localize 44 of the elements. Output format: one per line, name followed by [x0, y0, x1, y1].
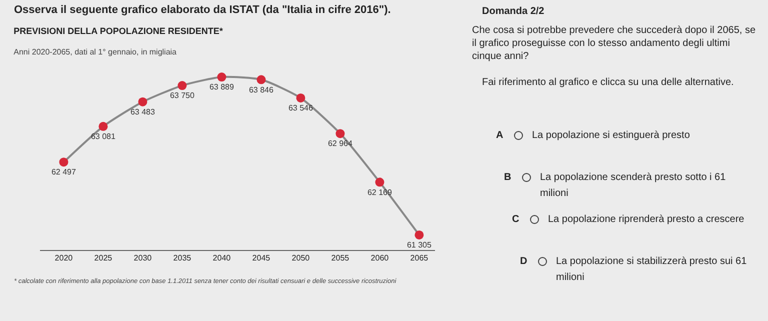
- point: [217, 72, 226, 82]
- x-tick-label: 2055: [331, 254, 350, 263]
- x-tick-label: 2020: [54, 254, 74, 263]
- point: [98, 122, 108, 131]
- x-tick-label: 2060: [370, 254, 390, 263]
- data-label: 62 497: [51, 168, 76, 177]
- text: Osserva il seguente grafico elaborato da ISTAT (da "Italia in cifre 2016").: [14, 4, 391, 16]
- point: [178, 81, 187, 90]
- text: D: [520, 255, 528, 269]
- data-label: 63 546: [288, 104, 314, 113]
- data-label: 61 305: [406, 240, 432, 250]
- point: [336, 129, 345, 138]
- data-label: 63 081: [90, 132, 116, 142]
- text: Fai riferimento al grafico e clicca su una delle alternative.: [482, 76, 735, 89]
- data-label: 62 964: [328, 139, 353, 148]
- x-tick-label: 2030: [134, 254, 152, 263]
- text: La popolazione scenderà presto sotto i 61 milioni: [540, 171, 727, 201]
- point: [59, 158, 68, 167]
- data-label: 63 846: [248, 85, 274, 94]
- chart-title: PREVISIONI DELLA POPOLAZIONE RESIDENTE*: [14, 26, 224, 36]
- text: C: [512, 213, 520, 227]
- point: [296, 93, 306, 102]
- x-tick-label: 2045: [252, 254, 271, 263]
- text: La popolazione si estinguerà presto: [532, 129, 691, 143]
- data-label: 62 169: [367, 188, 392, 197]
- x-tick-label: 2025: [94, 254, 113, 263]
- x-tick-label: 2065: [410, 254, 429, 263]
- text: Che cosa si potrebbe prevedere che succederà dopo il 2065, se il grafico proseguisse con lo stesso andamento degli ultimi cinque anni?: [472, 24, 757, 63]
- x-tick-label: 2040: [212, 254, 232, 263]
- point: [414, 230, 424, 240]
- text: A: [496, 129, 504, 143]
- text: La popolazione riprenderà presto a crescere: [548, 213, 746, 227]
- data-label: 63 483: [130, 107, 156, 116]
- data-label: 63 889: [209, 82, 234, 92]
- chart-subtitle: Anni 2020-2065, dati al 1° gennaio, in migliaia: [14, 47, 178, 56]
- text: B: [504, 171, 512, 185]
- x-tick-label: 2035: [173, 254, 192, 263]
- data-label: 63 750: [170, 91, 195, 100]
- point: [256, 75, 266, 84]
- point: [375, 178, 384, 187]
- point: [138, 97, 148, 106]
- text: Domanda 2/2: [482, 6, 544, 17]
- text: La popolazione si stabilizzerà presto sui 61 milioni: [556, 255, 748, 285]
- x-tick-label: 2050: [292, 254, 310, 263]
